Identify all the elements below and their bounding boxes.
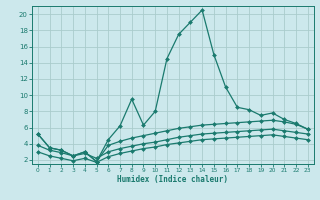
X-axis label: Humidex (Indice chaleur): Humidex (Indice chaleur) bbox=[117, 175, 228, 184]
